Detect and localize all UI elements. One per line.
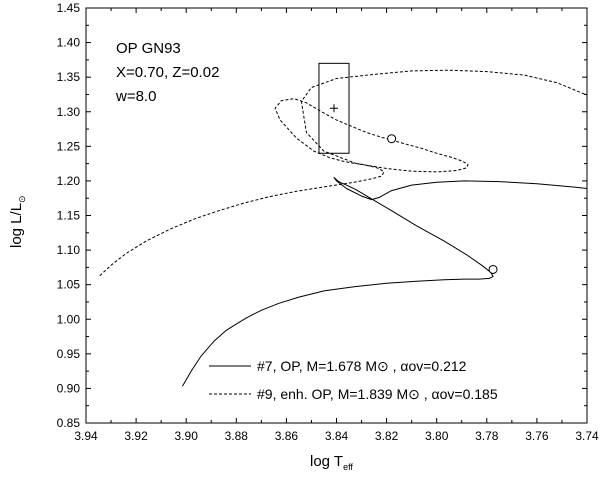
y-tick-label: 1.15 <box>57 209 81 223</box>
x-axis-ticks: 3.94 3.92 3.90 3.88 3.86 3.84 3.82 3.80 3.78 3.76… <box>74 8 599 443</box>
error-box <box>318 62 350 154</box>
series-line-solid <box>181 177 588 387</box>
y-tick-label: 1.45 <box>57 1 81 15</box>
x-tick-label: 3.94 <box>74 429 98 443</box>
y-tick-label: 1.10 <box>57 243 81 257</box>
x-tick-label: 3.92 <box>124 429 148 443</box>
x-tick-label: 3.76 <box>525 429 549 443</box>
y-tick-label: 0.95 <box>57 347 81 361</box>
x-tick-label: 3.78 <box>475 429 499 443</box>
x-tick-label: 3.74 <box>575 429 599 443</box>
y-tick-label: 1.35 <box>57 70 81 84</box>
annotation-composition: X=0.70, Z=0.02 <box>116 64 219 81</box>
legend-label-dashed: #9, enh. OP, M=1.839 M⊙ , αov=0.185 <box>257 386 498 402</box>
series-line-dashed <box>99 69 588 277</box>
circle-marker <box>488 264 498 274</box>
y-tick-label: 0.90 <box>57 381 81 395</box>
x-tick-label: 3.82 <box>375 429 399 443</box>
y-tick-label: 1.05 <box>57 278 81 292</box>
x-tick-label: 3.80 <box>425 429 449 443</box>
y-axis-ticks: 0.85 0.90 0.95 1.00 1.05 1.10 1.15 1.20 1.25 1.30… <box>57 1 587 430</box>
y-tick-label: 0.85 <box>57 416 81 430</box>
y-tick-label: 1.00 <box>57 312 81 326</box>
annotation-rotation: w=8.0 <box>115 88 156 105</box>
legend-label-solid: #7, OP, M=1.678 M⊙ , αov=0.212 <box>257 358 467 374</box>
markers-layer <box>318 62 498 274</box>
center-cross-marker <box>329 104 338 113</box>
annotation-opacity: OP GN93 <box>116 40 181 57</box>
legend: #7, OP, M=1.678 M⊙ , αov=0.212 #9, enh. … <box>209 358 498 402</box>
y-tick-label: 1.20 <box>57 174 81 188</box>
y-tick-label: 1.40 <box>57 36 81 50</box>
x-tick-label: 3.88 <box>225 429 249 443</box>
x-axis-label: log Teff <box>310 453 353 472</box>
y-axis-label: log L/L⊙ <box>8 195 27 248</box>
y-tick-label: 1.30 <box>57 105 81 119</box>
series-layer <box>99 69 588 387</box>
y-tick-label: 1.25 <box>57 139 81 153</box>
x-tick-label: 3.86 <box>275 429 299 443</box>
x-tick-label: 3.90 <box>175 429 199 443</box>
x-tick-label: 3.84 <box>325 429 349 443</box>
circle-marker <box>387 134 397 144</box>
